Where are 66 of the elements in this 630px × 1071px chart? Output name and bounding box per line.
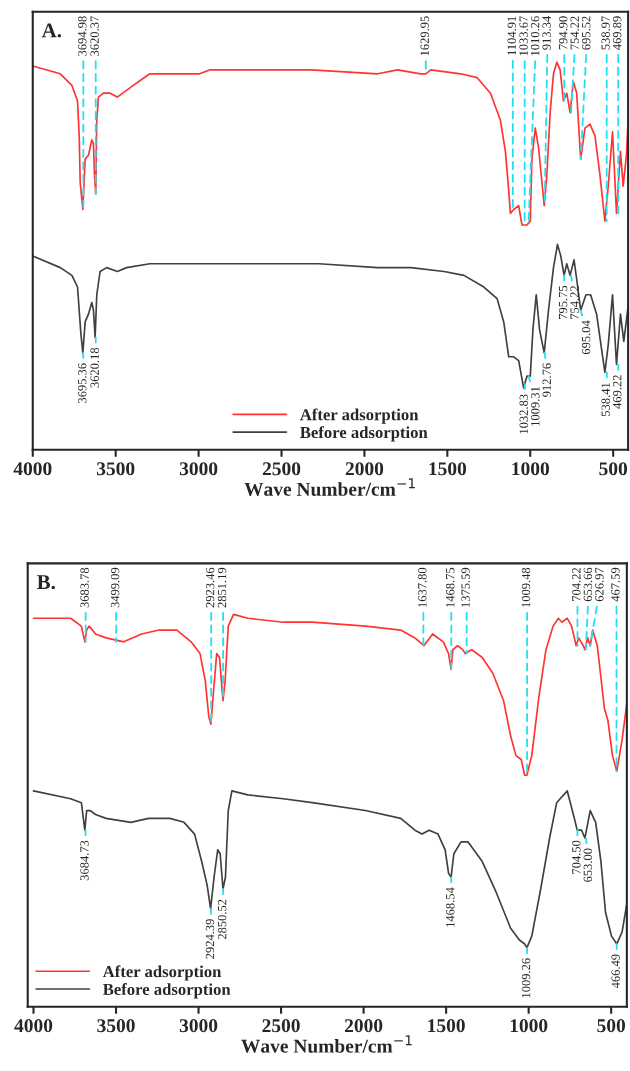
x-tick-label: 2000 <box>344 1019 383 1033</box>
annotation: 1009.48 <box>521 567 531 607</box>
annotation: 469.22 <box>613 375 622 409</box>
legend-label: Before adsorption <box>300 426 428 442</box>
x-tick-label: 3500 <box>97 1019 135 1033</box>
annotation: 1637.80 <box>418 567 427 607</box>
annotation: 913.34 <box>542 15 551 50</box>
x-tick-label: 2500 <box>262 1019 300 1033</box>
annotation: 1033.67 <box>519 16 528 56</box>
annotation: 704.22 <box>572 568 581 601</box>
annotation: 3684.73 <box>80 840 89 881</box>
annotation: 1468.75 <box>445 567 455 607</box>
annotation: 653.00 <box>583 848 593 882</box>
x-tick-label: 1500 <box>428 1019 465 1033</box>
annotation: 1468.54 <box>446 887 455 927</box>
annotation: 1009.26 <box>521 958 531 998</box>
x-tick-label: 2500 <box>262 462 301 476</box>
x-tick-label: 1500 <box>429 462 467 476</box>
x-tick-label: 2000 <box>345 462 384 476</box>
annotation: 3683.78 <box>80 567 89 608</box>
legend-label: After adsorption <box>299 408 419 424</box>
x-axis-title: Wave Number/cm$^{−1}$ <box>244 478 415 496</box>
annotation: 3620.18 <box>90 347 99 388</box>
annotation: 1629.95 <box>420 16 429 56</box>
annotation: 3499.09 <box>110 567 120 608</box>
annotation: 1375.59 <box>461 567 470 607</box>
chart-title: B. <box>37 575 55 590</box>
annotation: 2850.52 <box>217 899 227 940</box>
x-axis-title: Wave Number/cm$^{−1}$ <box>241 1035 412 1053</box>
annotation: 653.66 <box>583 567 593 602</box>
legend-label: Before adsorption <box>103 983 231 999</box>
x-tick-label: 1000 <box>512 462 549 476</box>
annotation: 467.59 <box>611 567 620 602</box>
x-tick-label: 3000 <box>179 462 218 476</box>
annotation: 1010.26 <box>530 16 540 56</box>
annotation: 1009.31 <box>531 386 540 426</box>
x-tick-label: 1000 <box>510 1019 548 1033</box>
annotation: 538.41 <box>601 383 610 416</box>
annotation: 754.22 <box>570 16 579 50</box>
legend-label: After adsorption <box>102 965 222 981</box>
annotation: 3620.37 <box>90 16 99 56</box>
x-tick-label: 3500 <box>96 462 135 476</box>
annotation: 794.90 <box>558 16 568 50</box>
annotation: 3694.98 <box>78 16 87 56</box>
annotation: 538.97 <box>601 16 610 50</box>
annotation: 912.76 <box>542 363 552 397</box>
chart-title: A. <box>41 23 62 38</box>
annotation: 466.49 <box>611 954 620 989</box>
annotation: 695.04 <box>581 320 591 355</box>
annotation: 2924.39 <box>205 919 215 959</box>
annotation: 795.75 <box>558 285 568 319</box>
annotation: 469.89 <box>612 16 622 50</box>
annotation: 754.22 <box>570 286 579 319</box>
x-tick-label: 3000 <box>179 1019 218 1033</box>
annotation: 2923.46 <box>205 567 215 608</box>
annotation: 626.97 <box>595 567 604 602</box>
annotation: 695.52 <box>582 16 591 50</box>
annotation: 2851.19 <box>217 567 227 608</box>
x-tick-label: 500 <box>599 462 628 476</box>
x-tick-label: 500 <box>597 1019 626 1033</box>
x-tick-label: 4000 <box>13 462 52 476</box>
annotation: 704.50 <box>572 840 581 874</box>
annotation: 3695.36 <box>78 363 87 403</box>
annotation: 1032.83 <box>519 394 529 434</box>
x-tick-label: 4000 <box>14 1019 53 1033</box>
annotation: 1104.91 <box>507 16 517 55</box>
